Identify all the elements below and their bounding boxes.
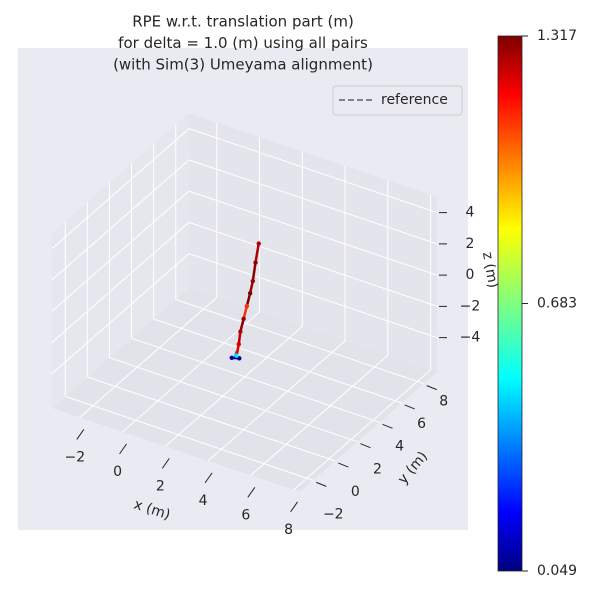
y-tick-label: −2 (323, 506, 344, 522)
grid-line (87, 376, 336, 462)
colorbar-tick-label: 0.683 (537, 296, 577, 312)
grid-line (51, 253, 190, 375)
x-tick-label: 6 (241, 507, 250, 523)
trajectory-point (247, 291, 253, 296)
z-tick-label: 0 (466, 267, 475, 283)
grid-line (79, 297, 218, 418)
grid-line (188, 128, 438, 214)
grid (51, 122, 438, 491)
colorbar-tick-label: 1.317 (537, 28, 577, 44)
grid-line (164, 326, 303, 447)
z-tick-label: 2 (466, 236, 475, 252)
trajectory-point (253, 260, 258, 265)
x-tick (161, 458, 170, 469)
trajectory-point (241, 316, 246, 321)
trajectory-point (229, 355, 234, 361)
y-tick-label: 8 (439, 394, 448, 410)
title-line: RPE w.r.t. translation part (m) (132, 13, 354, 31)
grid-line (207, 340, 346, 462)
trajectory-point (234, 353, 239, 358)
colorbar-tick-label: 0.049 (537, 563, 577, 579)
y-tick (404, 404, 415, 410)
title-line: (with Sim(3) Umeyama alignment) (113, 56, 373, 74)
x-tick (290, 501, 298, 513)
title-line: for delta = 1.0 (m) using all pairs (118, 34, 368, 52)
title: RPE w.r.t. translation part (m) for delta… (113, 13, 373, 74)
trajectory-point (256, 241, 261, 246)
colorbar-ticks: 0.049 0.683 1.317 (522, 28, 577, 579)
trajectory-point (250, 278, 256, 284)
grid-line (293, 369, 431, 491)
grid-line (131, 337, 380, 423)
grid-line (153, 318, 402, 404)
x-tick-label: −2 (64, 449, 85, 465)
grid-line (122, 311, 260, 433)
x-tick (76, 429, 85, 440)
x-tick-label: 4 (199, 493, 208, 509)
grid-line (51, 221, 190, 343)
y-tick (360, 443, 371, 449)
left-pane (52, 113, 189, 408)
grid-line (175, 299, 424, 385)
trajectory-point (244, 303, 250, 309)
grid-line (188, 253, 438, 339)
grid-line (109, 357, 358, 443)
legend-box (332, 85, 463, 116)
grid-line (51, 128, 190, 250)
legend: reference (332, 85, 463, 116)
y-tick (316, 481, 327, 487)
grid-line (51, 190, 190, 312)
back-pane (189, 113, 437, 372)
y-tick-label: 0 (351, 484, 360, 500)
marks (229, 241, 261, 361)
grid-line (188, 159, 438, 245)
x-tick-label: 2 (156, 478, 165, 494)
grid-line (51, 159, 190, 281)
grid-line (188, 221, 438, 307)
trajectory-point (238, 329, 243, 334)
z-axis-label: z (m) (479, 251, 501, 290)
z-tick-label: 4 (466, 205, 475, 221)
panes (52, 113, 437, 492)
legend-label: reference (381, 92, 448, 108)
grid-line (188, 190, 438, 276)
z-tick-label: −2 (460, 298, 481, 314)
x-tick (247, 487, 256, 498)
y-tick (426, 385, 437, 391)
trajectory-segment (251, 262, 257, 282)
x-tick (204, 472, 213, 484)
trajectory-point (236, 341, 241, 347)
colorbar (497, 35, 523, 572)
x-tick (119, 443, 127, 455)
grid-line (65, 395, 314, 481)
y-tick (382, 423, 393, 429)
trajectory-segment (254, 243, 260, 263)
y-tick-label: 6 (417, 416, 426, 432)
grid-line (250, 354, 389, 476)
x-tick-label: 8 (284, 522, 293, 538)
y-tick-label: 2 (373, 461, 382, 477)
y-tick-label: 4 (395, 439, 404, 455)
x-tick-label: 0 (113, 464, 122, 480)
y-tick (338, 462, 349, 468)
z-tick-label: −4 (460, 330, 481, 346)
floor-pane (52, 288, 437, 492)
